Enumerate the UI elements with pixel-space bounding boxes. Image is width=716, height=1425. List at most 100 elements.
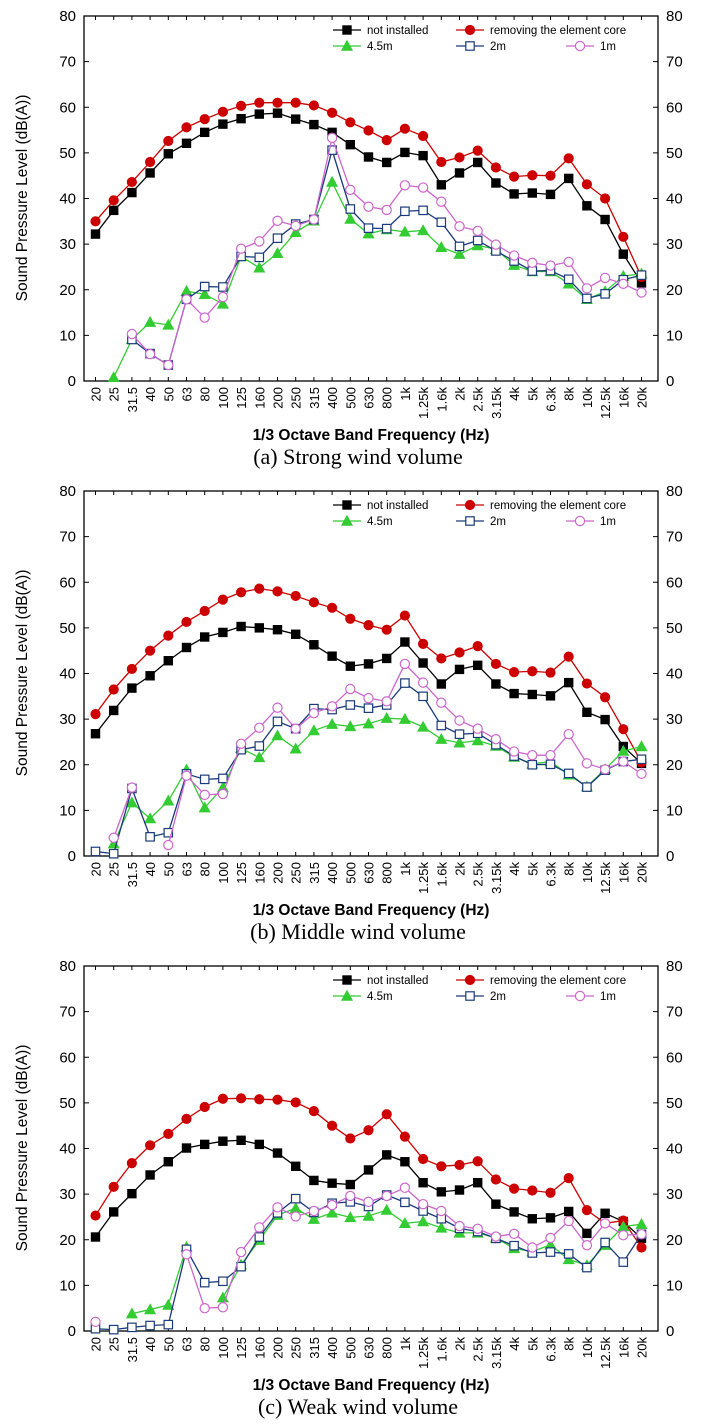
legend-marker [574,990,586,1002]
data-point [582,707,592,717]
x-axis-label: 1/3 Octave Band Frequency (Hz) [253,902,490,919]
data-point [363,703,374,713]
data-point [345,204,356,214]
y-tick-label-right: 40 [666,666,683,683]
series-line [131,1246,188,1315]
data-point [636,754,647,765]
data-point [163,827,174,838]
data-point [272,1202,283,1213]
x-tick-label: 20k [635,387,650,408]
data-point [145,832,155,842]
data-point [162,1298,175,1310]
data-point [236,1135,246,1145]
data-point [454,647,465,658]
y-axis-label: Sound Pressure Level (dB(A)) [14,95,31,302]
data-point [217,788,229,800]
x-tick-label: 5k [525,1337,540,1351]
data-point [253,261,266,273]
data-point [199,605,210,617]
data-point [199,1302,210,1314]
data-point [109,205,119,216]
x-tick-label: 50 [161,387,176,401]
data-point [309,119,319,130]
data-point [527,666,538,677]
legend-marker [574,515,586,527]
data-point [436,1187,447,1197]
data-point [418,1153,429,1165]
data-point [254,1094,265,1105]
data-point [581,758,593,769]
data-point [582,201,592,211]
data-point [218,1276,228,1287]
x-tick-label: 2.5k [471,862,486,887]
x-tick-label: 100 [216,1337,231,1359]
data-point [599,272,611,284]
data-point [381,1109,392,1120]
y-tick-label: 0 [68,1323,76,1340]
data-point [125,1307,138,1319]
x-tick-label: 80 [198,387,213,401]
data-point [199,281,210,292]
x-tick-label: 31.5 [125,1337,140,1362]
data-point [363,692,374,704]
data-point [216,297,229,309]
x-tick-label: 8k [562,862,577,876]
data-point [345,683,356,695]
data-point [289,1202,302,1213]
data-point [381,223,392,234]
data-point [180,284,193,296]
legend: not installed removing the element core 4.… [333,974,626,1003]
legend-marker [342,975,352,985]
y-tick-label-right: 80 [666,958,683,975]
data-point [545,691,556,701]
data-point [254,252,265,263]
data-point [145,645,156,656]
data-point [473,1178,483,1188]
y-tick-label: 70 [59,529,76,546]
x-tick-label: 80 [198,1337,213,1351]
data-point [600,1237,610,1248]
data-point [635,740,648,752]
data-point [309,1175,319,1186]
x-tick-label: 25 [107,387,122,401]
data-point [181,770,192,781]
x-tick-label: 315 [307,862,322,884]
series-line [113,717,642,844]
x-tick-label: 125 [234,862,249,884]
data-point [563,1249,574,1259]
y-tick-label-right: 50 [666,145,683,162]
legend-marker [340,989,354,1001]
data-point [471,734,484,746]
data-point [545,1213,556,1223]
data-point [345,661,356,671]
data-point [217,106,228,117]
x-tick-label: 16k [616,1337,631,1358]
data-point [345,700,356,710]
data-point [490,162,501,173]
x-tick-label: 200 [271,387,286,409]
data-point [90,229,101,239]
x-tick-label: 1.6k [434,1337,449,1362]
legend-label: 2m [490,516,506,528]
data-point [327,1178,337,1188]
data-point [527,257,538,269]
data-point [344,212,357,224]
x-tick-label: 8k [562,387,577,401]
data-point [618,278,629,290]
data-point [291,629,301,639]
y-tick-label-right: 10 [666,802,683,819]
data-point [618,1257,629,1267]
y-tick-label: 70 [59,1004,76,1021]
chart-caption-b: (b) Middle wind volume [250,919,466,944]
data-point [236,1093,247,1104]
data-point [399,1131,410,1142]
data-point [272,716,283,727]
data-point [453,247,466,259]
data-point [436,196,447,207]
data-point [236,621,246,632]
data-point [563,256,574,268]
data-point [491,1199,501,1209]
data-point [345,184,356,196]
y-tick-label-right: 30 [666,236,683,253]
data-point [417,677,429,688]
